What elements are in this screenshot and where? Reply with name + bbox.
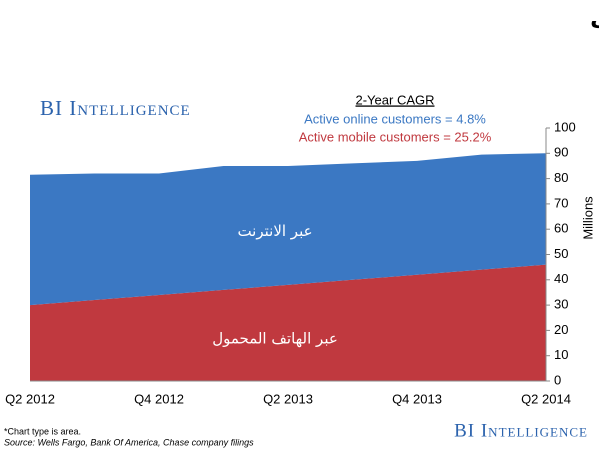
x-tick-label: Q2 2012 xyxy=(5,391,55,406)
y-tick-label: 20 xyxy=(554,322,568,337)
brand-logo: BI Intelligence xyxy=(40,96,191,120)
x-tick-label: Q4 2013 xyxy=(392,391,442,406)
annotation-heading: 2-Year CAGR xyxy=(356,92,435,107)
x-tick-label: Q4 2012 xyxy=(134,391,184,406)
y-tick-label: 10 xyxy=(554,347,568,362)
y-tick-label: 60 xyxy=(554,221,568,236)
y-axis-label: Millions xyxy=(580,196,595,240)
chart-title: 50% من عملاء المصارف يستخدمون الهاتف الم… xyxy=(590,5,599,31)
y-tick-label: 70 xyxy=(554,195,568,210)
y-tick-label: 40 xyxy=(554,271,568,286)
y-tick-label: 50 xyxy=(554,246,568,261)
annotation-online: Active online customers = 4.8% xyxy=(304,111,486,126)
x-tick-label: Q2 2013 xyxy=(263,391,313,406)
y-tick-label: 0 xyxy=(554,372,561,387)
area-label: عبر الهاتف المحمول xyxy=(212,329,338,347)
source: Source: Wells Fargo, Bank Of America, Ch… xyxy=(4,437,254,447)
y-tick-label: 30 xyxy=(554,297,568,312)
annotation-mobile: Active mobile customers = 25.2% xyxy=(299,129,492,144)
y-tick-label: 90 xyxy=(554,145,568,160)
area xyxy=(30,153,546,306)
brand-logo: BI Intelligence xyxy=(454,420,588,441)
area xyxy=(30,264,546,381)
area-label: عبر الانترنت xyxy=(237,222,312,240)
y-tick-label: 80 xyxy=(554,170,568,185)
footnote: *Chart type is area. xyxy=(4,426,81,436)
x-tick-label: Q2 2014 xyxy=(521,391,571,406)
y-tick-label: 100 xyxy=(554,119,576,134)
